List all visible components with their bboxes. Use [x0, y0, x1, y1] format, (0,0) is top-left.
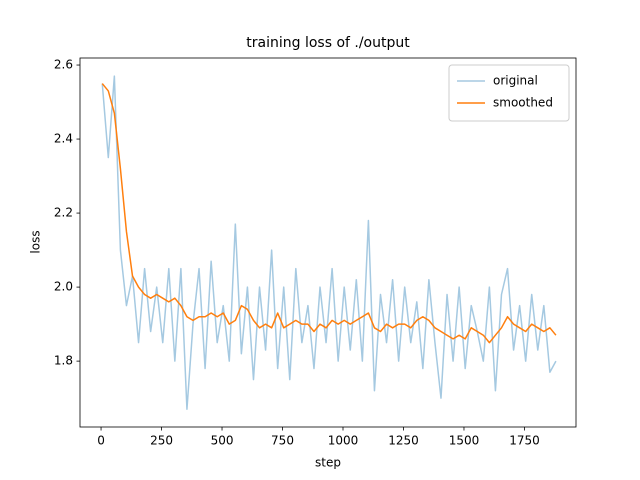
x-tick-label: 250 [150, 434, 173, 448]
y-tick-label: 2.2 [54, 206, 73, 220]
series-line [101, 83, 557, 344]
x-tick-label: 1250 [388, 434, 419, 448]
y-tick-label: 2.6 [54, 58, 73, 72]
x-axis-label: step [315, 456, 341, 470]
x-tick-label: 1500 [449, 434, 480, 448]
legend-label: original [493, 74, 538, 88]
x-tick-label: 500 [211, 434, 234, 448]
y-tick-label: 2.4 [54, 132, 73, 146]
x-tick-label: 1000 [328, 434, 359, 448]
legend-box [448, 64, 570, 122]
x-tick-label: 0 [97, 434, 105, 448]
y-tick-label: 2.0 [54, 280, 73, 294]
series-line [101, 75, 557, 410]
x-tick-label: 1750 [509, 434, 540, 448]
legend-label: smoothed [493, 96, 553, 110]
plot-frame [79, 57, 577, 428]
x-tick-label: 750 [271, 434, 294, 448]
y-tick-label: 1.8 [54, 354, 73, 368]
chart-title: training loss of ./output [246, 35, 410, 51]
y-axis-label: loss [29, 230, 43, 253]
